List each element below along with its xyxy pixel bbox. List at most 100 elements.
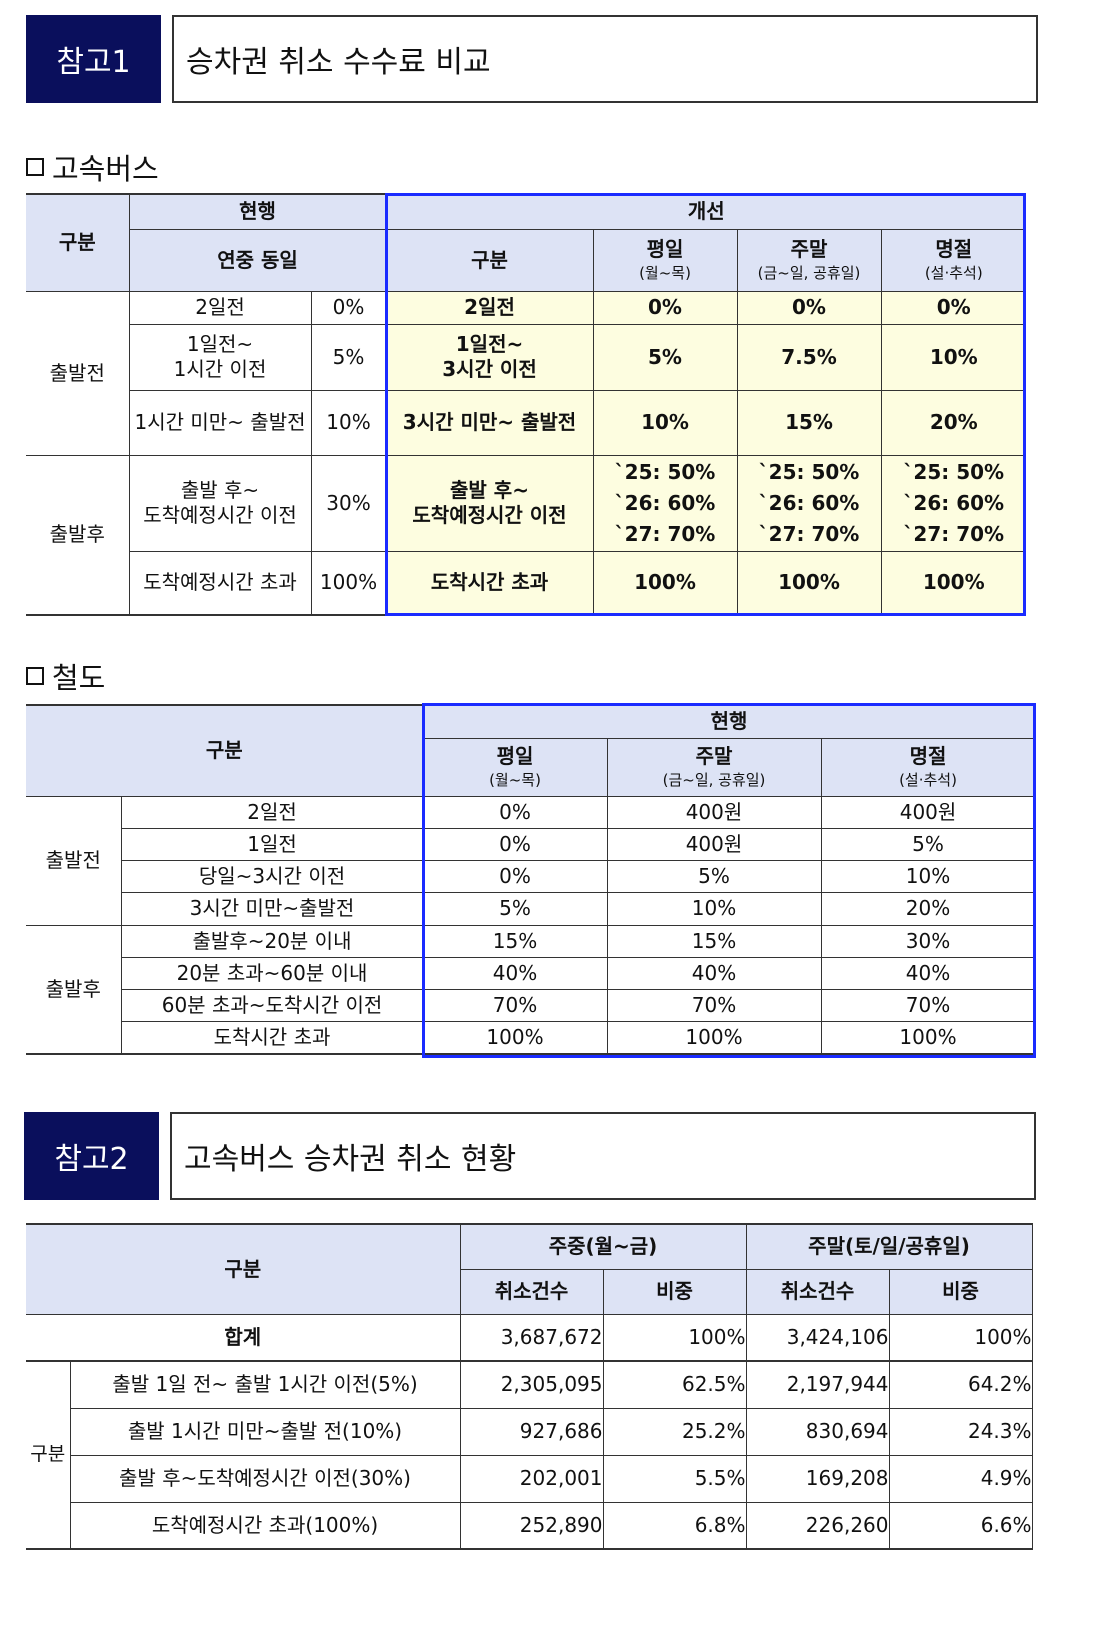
bus-new-line2: 3시간 이전: [442, 357, 537, 381]
rail-holiday-rate: 70%: [820, 988, 1036, 1022]
stats-we-share: 4.9%: [888, 1454, 1033, 1503]
bus-new-period: 1일전~ 3시간 이전: [385, 323, 594, 391]
stats-row: 구분 출발 1일 전~ 출발 1시간 이전(5%) 2,305,095 62.5…: [26, 1360, 1033, 1550]
stats-we-count: 169,208: [745, 1454, 890, 1503]
stats-we-count: 830,694: [745, 1407, 890, 1456]
bus-new-line1: 출발 후~: [450, 478, 529, 502]
bus-weekend-y26: `26: 60%: [758, 490, 860, 515]
bus-fee-table: 구분 현행 개선 연중 동일 구분 평일 (월~목) 주말 (금~일, 공휴일) 명…: [26, 193, 1026, 616]
stats-row-label: 도착예정시간 초과(100%): [70, 1501, 461, 1550]
bus-cur-period: 1일전~ 1시간 이전: [129, 323, 312, 391]
bus-new-period: 도착시간 초과: [385, 550, 594, 616]
bus-group-after: 출발후: [26, 454, 130, 616]
rail-holiday-label: 명절: [909, 744, 947, 769]
stats-header-wd-count: 취소건수: [460, 1268, 604, 1315]
checkbox-square-icon: [26, 667, 44, 685]
stats-header-we-count: 취소건수: [745, 1268, 890, 1315]
bus-row: 도착예정시간 초과 100% 도착시간 초과 100% 100% 100%: [26, 550, 1026, 616]
bus-weekend-rate: 15%: [736, 389, 882, 456]
rail-header-weekday: 평일 (월~목): [423, 737, 608, 797]
bus-cur-line2: 1시간 이전: [173, 357, 267, 381]
stats-wd-share: 5.5%: [602, 1454, 747, 1503]
rail-row: 도착시간 초과 100% 100% 100%: [26, 1020, 1036, 1055]
rail-holiday-rate: 400원: [820, 795, 1036, 829]
ref2-label: 참고2: [24, 1112, 159, 1200]
stats-total-label: 합계: [26, 1313, 461, 1362]
bus-row: 출발후 출발 후~ 도착예정시간 이전 30% 출발 후~ 도착예정시간 이전 `2…: [26, 454, 1026, 616]
rail-header-weekend: 주말 (금~일, 공휴일): [606, 737, 822, 797]
bus-weekend-sub: (금~일, 공휴일): [757, 264, 861, 283]
stats-header-weekend: 주말(토/일/공휴일): [745, 1223, 1033, 1270]
bus-new-period: 2일전: [385, 290, 594, 325]
bus-holiday-rate: 0%: [880, 290, 1026, 325]
bus-weekend-label: 주말: [790, 237, 828, 262]
bus-cur-line1: 출발 후~: [180, 478, 260, 502]
stats-we-count: 226,260: [745, 1501, 890, 1550]
bus-cur-period: 도착예정시간 초과: [129, 550, 312, 616]
bus-weekend-y25: `25: 50%: [758, 459, 860, 484]
rail-weekday-rate: 0%: [422, 827, 608, 861]
rail-weekend-rate: 15%: [606, 924, 822, 958]
stats-row: 도착예정시간 초과(100%) 252,890 6.8% 226,260 6.6…: [26, 1501, 1033, 1550]
rail-holiday-rate: 20%: [820, 891, 1036, 926]
stats-wd-count: 202,001: [459, 1454, 604, 1503]
bus-group-before: 출발전: [26, 290, 130, 456]
bus-weekday-rate: 0%: [592, 290, 738, 325]
stats-total-wd-share: 100%: [602, 1313, 747, 1362]
rail-weekday-rate: 0%: [422, 795, 608, 829]
rail-weekend-rate: 5%: [606, 859, 822, 893]
stats-wd-share: 25.2%: [602, 1407, 747, 1456]
bus-cur-rate: 10%: [310, 389, 387, 456]
bus-row: 출발전 2일전 0% 2일전 0% 0% 0%: [26, 290, 1026, 456]
bus-cur-period: 2일전: [128, 290, 312, 325]
rail-row: 3시간 미만~출발전 5% 10% 20%: [26, 891, 1036, 926]
rail-period: 2일전: [120, 795, 424, 829]
stats-row: 출발 후~도착예정시간 이전(30%) 202,001 5.5% 169,208…: [26, 1454, 1033, 1503]
stats-wd-count: 252,890: [459, 1501, 604, 1550]
bus-new-line1: 1일전~: [455, 332, 524, 356]
bus-holiday-y26: `26: 60%: [903, 490, 1005, 515]
bus-cur-rate: 5%: [310, 323, 387, 391]
stats-wd-share: 6.8%: [602, 1501, 747, 1550]
rail-header-current: 현행: [422, 704, 1036, 739]
stats-total-we-count: 3,424,106: [745, 1313, 890, 1362]
rail-holiday-rate: 30%: [820, 924, 1036, 958]
bus-header-improved: 개선: [385, 193, 1026, 230]
ref1-title: 승차권 취소 수수료 비교: [172, 15, 1038, 103]
stats-row: 출발 1시간 미만~출발 전(10%) 927,686 25.2% 830,69…: [26, 1407, 1033, 1456]
rail-header-category: 구분: [26, 704, 424, 797]
rail-header-holiday: 명절 (설·추석): [820, 737, 1036, 797]
bus-weekday-y26: `26: 60%: [614, 490, 716, 515]
rail-weekend-label: 주말: [695, 744, 733, 769]
ref1-header: 참고1 승차권 취소 수수료 비교: [26, 15, 1038, 103]
bus-cur-period: 1시간 미만~ 출발전: [129, 389, 312, 456]
bus-weekend-rate: 0%: [736, 290, 882, 325]
rail-weekday-rate: 15%: [422, 924, 608, 958]
rail-fee-table: 구분 현행 평일 (월~목) 주말 (금~일, 공휴일) 명절 (설·추석) 출발전 …: [26, 704, 1036, 1055]
rail-group-after: 출발후: [26, 924, 122, 1055]
bus-new-period: 출발 후~ 도착예정시간 이전: [385, 454, 594, 552]
bus-section-title: 고속버스: [26, 146, 159, 188]
rail-section-label: 철도: [52, 661, 106, 695]
stats-total-we-share: 100%: [888, 1313, 1033, 1362]
rail-weekend-rate: 40%: [606, 956, 822, 990]
stats-header-weekday: 주중(월~금): [459, 1223, 747, 1270]
rail-row: 당일~3시간 이전 0% 5% 10%: [26, 859, 1036, 893]
rail-holiday-rate: 40%: [820, 956, 1036, 990]
bus-section-label: 고속버스: [52, 152, 159, 186]
bus-holiday-rate: `25: 50% `26: 60% `27: 70%: [880, 454, 1026, 552]
bus-holiday-rate: 100%: [880, 550, 1026, 616]
stats-header-category: 구분: [26, 1223, 461, 1315]
rail-weekend-rate: 400원: [606, 795, 822, 829]
stats-row-label: 출발 후~도착예정시간 이전(30%): [70, 1454, 461, 1503]
stats-wd-count: 2,305,095: [459, 1360, 604, 1409]
bus-header-weekend: 주말 (금~일, 공휴일): [736, 228, 882, 292]
rail-weekend-rate: 100%: [606, 1020, 822, 1055]
rail-weekday-label: 평일: [496, 744, 534, 769]
rail-row: 출발전 2일전 0% 400원 400원: [26, 795, 1036, 926]
rail-holiday-rate: 100%: [820, 1020, 1036, 1055]
bus-cur-rate: 100%: [310, 550, 387, 616]
stats-row-label: 출발 1일 전~ 출발 1시간 이전(5%): [69, 1360, 461, 1409]
bus-header-improved-category: 구분: [385, 228, 594, 292]
bus-header-holiday: 명절 (설·추석): [880, 228, 1026, 292]
